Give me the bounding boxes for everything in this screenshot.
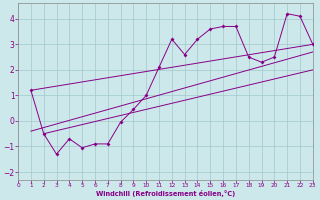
- X-axis label: Windchill (Refroidissement éolien,°C): Windchill (Refroidissement éolien,°C): [96, 190, 235, 197]
